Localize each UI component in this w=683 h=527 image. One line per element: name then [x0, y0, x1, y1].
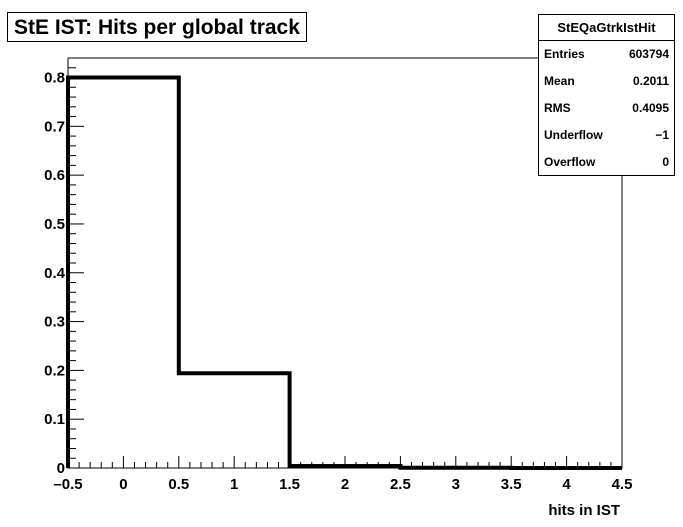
- stats-row-entries: Entries 603794: [539, 41, 674, 68]
- x-tick-label: –0.5: [53, 476, 82, 493]
- y-tick-label: 0.6: [44, 167, 65, 184]
- stats-label: Mean: [544, 74, 575, 88]
- y-tick-label: 0.5: [44, 216, 65, 233]
- stats-value: 0: [662, 155, 669, 169]
- tick-labels: –0.5 0 0.5 1 1.5 2 2.5 3 3.5 4 4.500.10.20.30.40.5…: [44, 70, 632, 493]
- y-tick-label: 0.3: [44, 314, 65, 331]
- histogram-bin: [68, 78, 179, 468]
- histogram-bars: [66, 75, 622, 470]
- y-tick-label: 0.2: [44, 362, 65, 379]
- y-tick-label: 0.8: [44, 70, 65, 87]
- stats-value: −1: [655, 128, 669, 142]
- stats-row-rms: RMS 0.4095: [539, 95, 674, 122]
- x-tick-label: 2: [341, 476, 349, 493]
- stats-name: StEQaGtrkIstHit: [539, 15, 674, 41]
- x-axis-label: hits in IST: [548, 502, 620, 519]
- stats-label: Underflow: [544, 128, 603, 142]
- x-tick-label: 1: [230, 476, 238, 493]
- stats-box: StEQaGtrkIstHit Entries 603794 Mean 0.20…: [538, 14, 675, 176]
- y-tick-label: 0.1: [44, 411, 65, 428]
- x-tick-label: 2.5: [390, 476, 411, 493]
- stats-row-overflow: Overflow 0: [539, 149, 674, 176]
- y-tick-label: 0.4: [44, 265, 66, 282]
- histogram-bin: [290, 466, 401, 468]
- x-tick-label: 0.5: [168, 476, 189, 493]
- stats-label: RMS: [544, 101, 571, 115]
- x-tick-label: 4.5: [612, 476, 633, 493]
- histogram-outline: [66, 75, 622, 470]
- stats-label: Overflow: [544, 155, 596, 169]
- y-tick-label: 0.7: [44, 118, 65, 135]
- stats-row-mean: Mean 0.2011: [539, 68, 674, 95]
- histogram-bin: [179, 373, 290, 468]
- stats-row-underflow: Underflow −1: [539, 122, 674, 149]
- x-tick-label: 0: [119, 476, 127, 493]
- stats-value: 0.2011: [632, 74, 669, 88]
- stats-value: 0.4095: [632, 101, 669, 115]
- chart-title: StE IST: Hits per global track: [7, 12, 307, 42]
- x-tick-label: 3: [452, 476, 460, 493]
- y-tick-label: 0: [57, 460, 65, 477]
- x-tick-label: 3.5: [501, 476, 522, 493]
- x-tick-label: 4: [562, 476, 571, 493]
- x-tick-label: 1.5: [279, 476, 300, 493]
- stats-label: Entries: [544, 47, 585, 61]
- stats-value: 603794: [628, 47, 669, 61]
